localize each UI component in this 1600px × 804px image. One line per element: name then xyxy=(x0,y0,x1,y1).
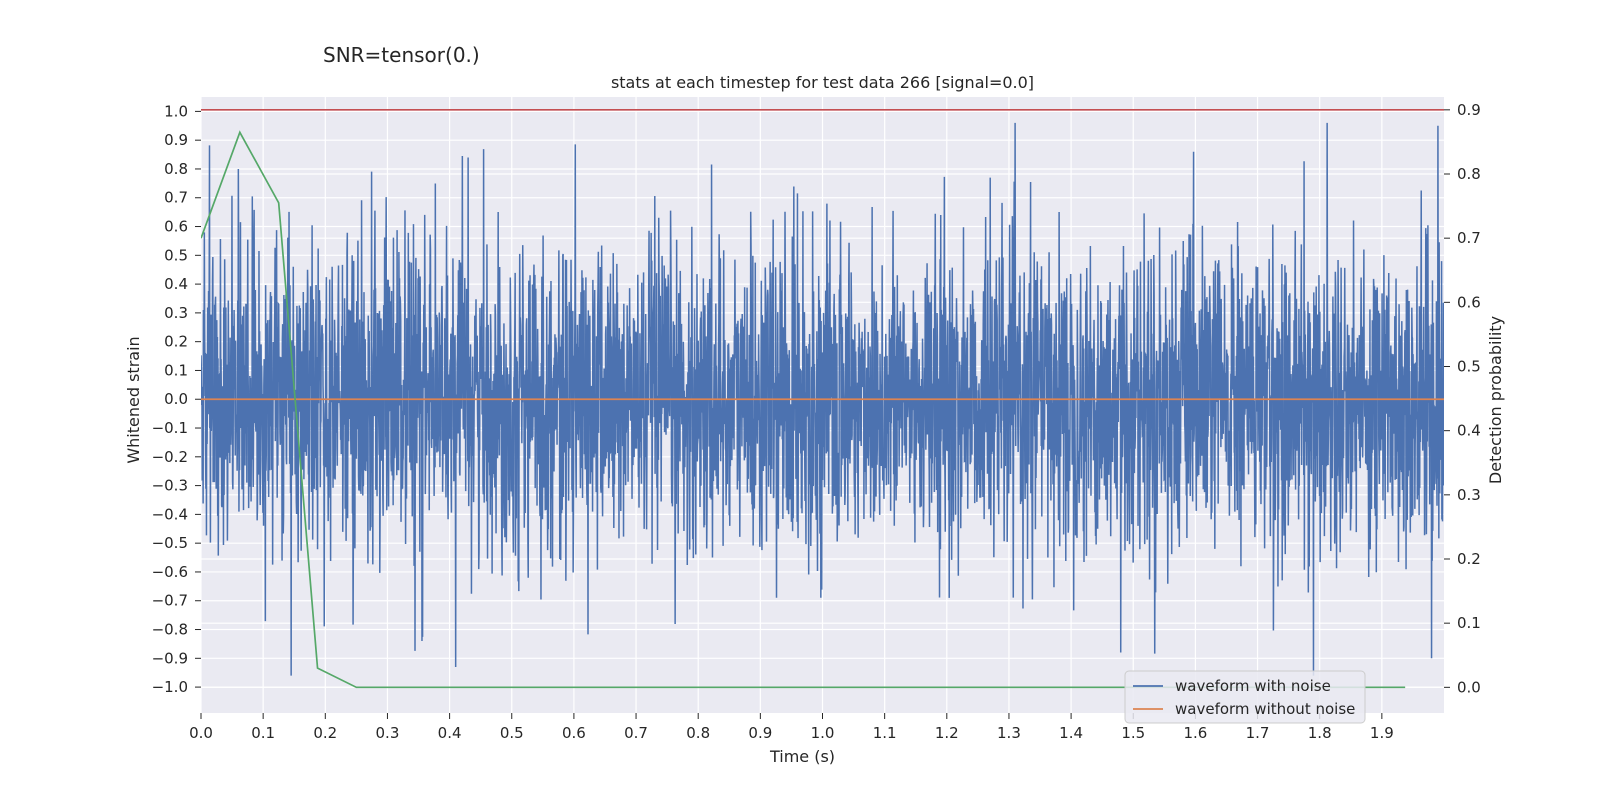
y-right-tick-label: 0.5 xyxy=(1457,358,1481,376)
y-left-tick-label: 0.2 xyxy=(164,333,188,351)
y-left-tick-label: −0.6 xyxy=(152,563,188,581)
x-tick-label: 1.8 xyxy=(1308,724,1332,742)
y-left-tick-label: −0.2 xyxy=(152,448,188,466)
x-tick-label: 1.9 xyxy=(1370,724,1394,742)
y-right-tick-label: 0.6 xyxy=(1457,293,1481,311)
y-right-tick-label: 0.0 xyxy=(1457,678,1481,696)
y-right-tick-label: 0.4 xyxy=(1457,422,1481,440)
x-tick-label: 0.3 xyxy=(376,724,400,742)
y-left-tick-label: 1.0 xyxy=(164,102,188,120)
x-tick-label: 0.9 xyxy=(748,724,772,742)
y-left-tick-label: 0.3 xyxy=(164,304,188,322)
x-tick-label: 1.5 xyxy=(1121,724,1145,742)
series-waveform-with-noise xyxy=(201,122,1444,676)
y-right-tick-label: 0.7 xyxy=(1457,229,1481,247)
y-left-tick-label: 0.8 xyxy=(164,160,188,178)
y-left-tick-label: 0.5 xyxy=(164,246,188,264)
series-detection-probability xyxy=(201,130,1406,689)
x-tick-label: 0.6 xyxy=(562,724,586,742)
x-tick-label: 1.3 xyxy=(997,724,1021,742)
y-left-tick-label: −1.0 xyxy=(152,678,188,696)
chart-title: stats at each timestep for test data 266… xyxy=(611,73,1034,92)
y-left-tick-label: −0.3 xyxy=(152,477,188,495)
x-tick-label: 1.6 xyxy=(1183,724,1207,742)
y-left-tick-label: −0.5 xyxy=(152,534,188,552)
y-left-tick-label: −0.4 xyxy=(152,505,188,523)
x-tick-label: 0.2 xyxy=(313,724,337,742)
y-left-tick-label: 0.9 xyxy=(164,131,188,149)
y-left-tick-label: −0.9 xyxy=(152,649,188,667)
axis-ticks: 0.0 0.1 0.2 0.3 0.4 0.5 0.6 0.7 0.8 0.9 1.0 1.1 1.2 1… xyxy=(152,101,1481,742)
x-tick-label: 0.5 xyxy=(500,724,524,742)
y-right-tick-label: 0.8 xyxy=(1457,165,1481,183)
x-axis-label: Time (s) xyxy=(769,747,835,766)
y-axis-left-label: Whitened strain xyxy=(124,336,143,463)
x-tick-label: 1.2 xyxy=(935,724,959,742)
x-tick-label: 0.4 xyxy=(438,724,462,742)
x-tick-label: 0.8 xyxy=(686,724,710,742)
x-tick-label: 1.0 xyxy=(811,724,835,742)
y-left-tick-label: 0.1 xyxy=(164,361,188,379)
y-right-tick-label: 0.1 xyxy=(1457,614,1481,632)
y-axis-right-label: Detection probability xyxy=(1486,316,1505,484)
y-left-tick-label: 0.6 xyxy=(164,218,188,236)
y-right-tick-label: 0.3 xyxy=(1457,486,1481,504)
y-left-tick-label: 0.4 xyxy=(164,275,188,293)
series-lines xyxy=(201,108,1444,689)
legend-label-without-noise: waveform without noise xyxy=(1175,700,1355,718)
figure-suptitle: SNR=tensor(0.) xyxy=(323,43,480,67)
x-tick-label: 0.1 xyxy=(251,724,275,742)
y-right-tick-label: 0.9 xyxy=(1457,101,1481,119)
x-tick-label: 1.7 xyxy=(1246,724,1270,742)
x-tick-label: 0.0 xyxy=(189,724,213,742)
y-left-tick-label: 0.0 xyxy=(164,390,188,408)
y-left-tick-label: 0.7 xyxy=(164,189,188,207)
legend-label-with-noise: waveform with noise xyxy=(1175,677,1331,695)
y-left-tick-label: −0.8 xyxy=(152,621,188,639)
x-tick-label: 0.7 xyxy=(624,724,648,742)
x-tick-label: 1.1 xyxy=(873,724,897,742)
y-left-tick-label: −0.1 xyxy=(152,419,188,437)
x-tick-label: 1.4 xyxy=(1059,724,1083,742)
legend: waveform with noise waveform without noi… xyxy=(1124,670,1366,724)
y-left-tick-label: −0.7 xyxy=(152,592,188,610)
legend-box xyxy=(1124,670,1366,724)
y-right-tick-label: 0.2 xyxy=(1457,550,1481,568)
